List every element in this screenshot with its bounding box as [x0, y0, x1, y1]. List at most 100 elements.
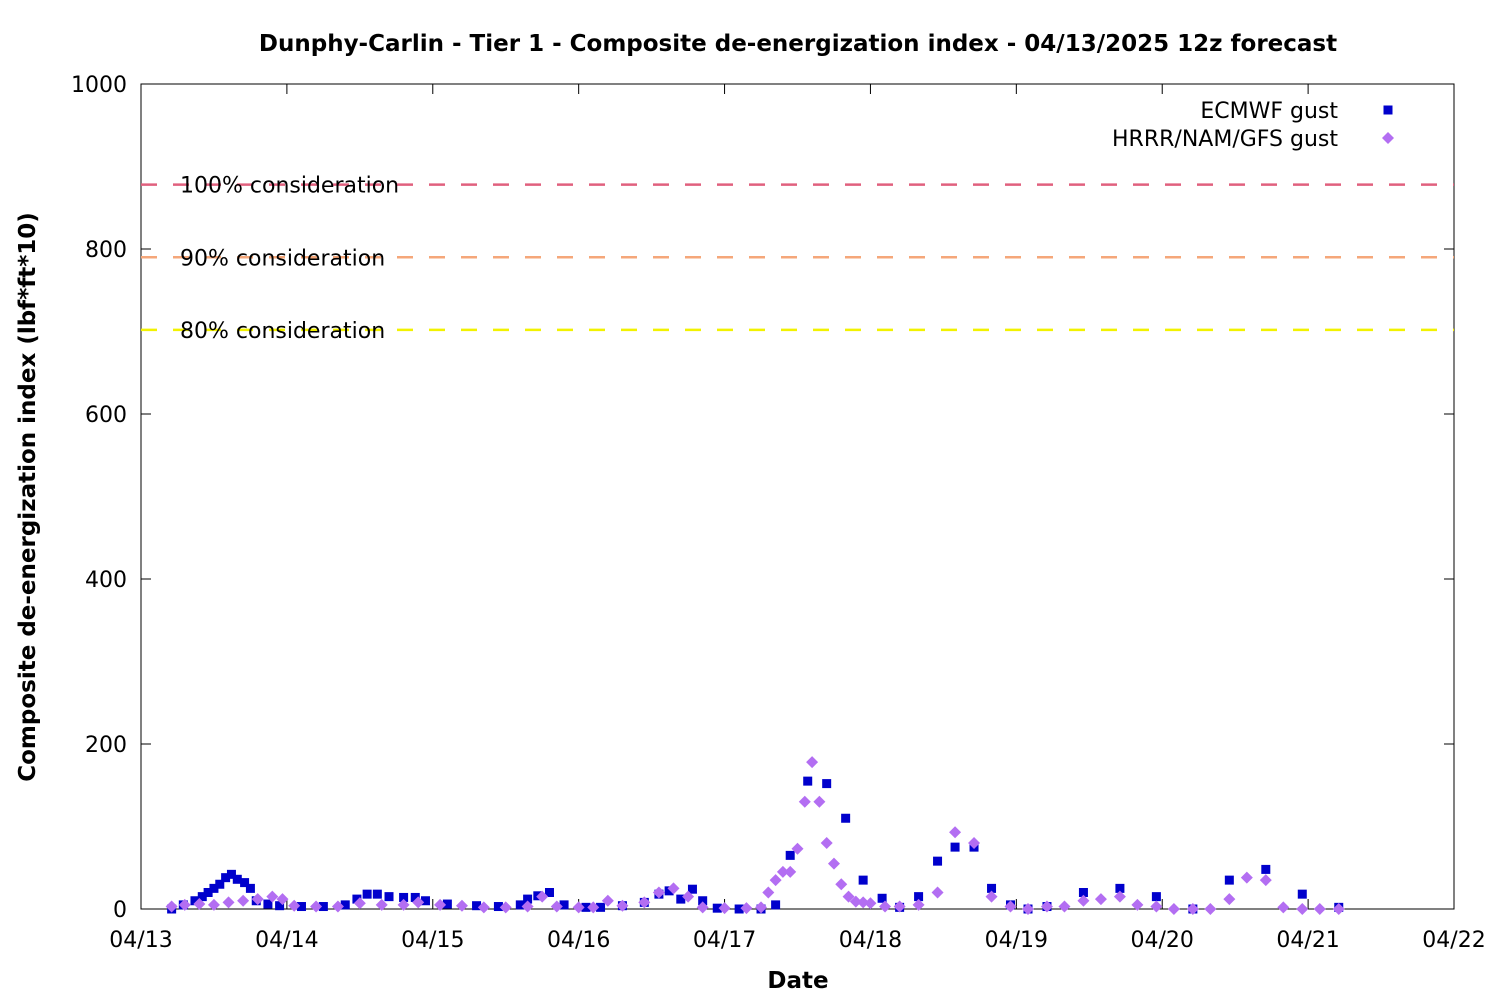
x-tick-label: 04/18: [839, 928, 902, 953]
x-tick-label: 04/14: [255, 928, 318, 953]
hrrr-point: [331, 900, 344, 913]
hrrr-point: [251, 893, 264, 906]
x-tick-label: 04/13: [109, 928, 172, 953]
ecmwf-point: [275, 901, 285, 911]
ecmwf-point: [785, 850, 795, 860]
ecmwf-point: [1224, 875, 1234, 885]
legend-marker: [1382, 132, 1394, 144]
hrrr-point: [193, 898, 206, 911]
ecmwf-point: [523, 894, 533, 904]
ecmwf-point: [559, 900, 569, 910]
hrrr-point: [1259, 874, 1272, 887]
hrrr-point: [667, 882, 680, 895]
legend-marker: [1383, 105, 1393, 115]
hrrr-point: [310, 900, 323, 913]
ecmwf-point: [209, 883, 219, 893]
ecmwf-point: [240, 878, 250, 888]
ecmwf-point: [822, 779, 832, 789]
threshold-label: 80% consideration: [180, 319, 385, 344]
x-axis-label: Date: [767, 968, 828, 994]
hrrr-point: [1240, 871, 1253, 884]
legend-label: ECMWF gust: [1200, 99, 1338, 124]
ecmwf-point: [352, 894, 362, 904]
ecmwf-point: [687, 884, 697, 894]
ecmwf-point: [318, 902, 328, 912]
ecmwf-point: [803, 776, 813, 786]
hrrr-point: [835, 878, 848, 891]
hrrr-point: [572, 901, 585, 914]
hrrr-point: [1022, 903, 1035, 915]
hrrr-point: [652, 886, 665, 899]
x-tick-label: 04/19: [985, 928, 1048, 953]
hrrr-point: [682, 890, 695, 903]
hrrr-point: [755, 901, 768, 914]
hrrr-point: [455, 899, 468, 912]
ecmwf-point: [712, 903, 722, 913]
hrrr-point: [1004, 900, 1017, 913]
ecmwf-point: [596, 902, 606, 912]
hrrr-point: [968, 837, 981, 849]
ecmwf-point: [858, 875, 868, 885]
hrrr-point: [912, 898, 925, 911]
hrrr-point: [949, 826, 962, 839]
threshold-label: 100% consideration: [180, 174, 399, 199]
ecmwf-point: [410, 892, 420, 902]
hrrr-point: [601, 894, 614, 907]
hrrr-point: [536, 890, 549, 903]
hrrr-point: [798, 795, 811, 808]
ecmwf-point: [950, 842, 960, 852]
hrrr-point: [769, 874, 782, 887]
ecmwf-point: [296, 902, 306, 912]
ecmwf-point: [340, 900, 350, 910]
ecmwf-point: [197, 892, 207, 902]
ecmwf-point: [1297, 889, 1307, 899]
ecmwf-point: [581, 902, 591, 912]
ecmwf-point: [698, 896, 708, 906]
hrrr-point: [375, 898, 388, 911]
hrrr-point: [776, 865, 789, 878]
hrrr-point: [813, 795, 826, 808]
hrrr-point: [762, 886, 775, 899]
ecmwf-point: [190, 896, 200, 906]
threshold-label: 90% consideration: [180, 246, 385, 271]
y-axis-label: Composite de-energization index (lbf*ft*…: [15, 212, 41, 782]
hrrr-point: [849, 895, 862, 908]
x-tick-label: 04/17: [693, 928, 756, 953]
ecmwf-point: [493, 902, 503, 912]
x-tick-label: 04/22: [1422, 928, 1485, 953]
hrrr-point: [931, 886, 944, 899]
hrrr-point: [1150, 900, 1163, 913]
hrrr-point: [864, 897, 877, 910]
ecmwf-point: [771, 900, 781, 910]
x-tick-label: 04/16: [547, 928, 610, 953]
y-tick-label: 400: [85, 568, 127, 593]
hrrr-point: [165, 900, 178, 913]
hrrr-point: [353, 897, 366, 910]
chart-title: Dunphy-Carlin - Tier 1 - Composite de-en…: [259, 31, 1337, 57]
ecmwf-point: [203, 888, 213, 897]
hrrr-point: [842, 890, 855, 903]
ecmwf-point: [472, 901, 482, 911]
hrrr-point: [1094, 893, 1107, 906]
ecmwf-point: [1261, 864, 1271, 874]
ecmwf-point: [215, 879, 225, 889]
ecmwf-point: [226, 869, 236, 879]
ecmwf-point: [515, 900, 525, 910]
ecmwf-point: [399, 892, 409, 902]
hrrr-point: [1296, 903, 1309, 915]
ecmwf-point: [933, 856, 943, 866]
ecmwf-point: [544, 888, 554, 897]
hrrr-point: [893, 900, 906, 913]
ecmwf-point: [676, 894, 686, 904]
x-tick-label: 04/21: [1276, 928, 1339, 953]
ecmwf-point: [245, 883, 255, 893]
hrrr-point: [237, 894, 250, 907]
ecmwf-point: [442, 899, 452, 909]
plot-frame: [140, 83, 1455, 910]
ecmwf-point: [221, 873, 231, 883]
y-tick-label: 0: [113, 898, 127, 923]
hrrr-point: [1204, 903, 1217, 915]
ecmwf-point: [384, 892, 394, 902]
y-tick-label: 600: [85, 403, 127, 428]
hrrr-point: [1223, 893, 1236, 906]
